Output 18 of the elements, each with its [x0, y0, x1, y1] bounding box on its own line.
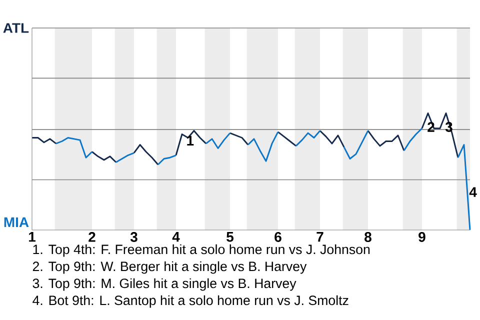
text: 4. Bot 9th: L. Santop hit a solo home run vs J. Smoltz: [32, 295, 348, 308]
text: 3. Top 9th: M. Giles hit a single vs B. Harvey: [32, 278, 296, 291]
x-tick-label: 1: [28, 232, 36, 242]
x-tick-label: 4: [172, 232, 180, 242]
x-tick-label: 9: [418, 232, 426, 242]
text: ATL: [3, 23, 29, 33]
text: 2. Top 9th: W. Berger hit a single vs B. Harvey: [32, 261, 307, 274]
annotation: 2: [428, 122, 434, 132]
annotation: 4: [469, 187, 477, 197]
x-tick-label: 5: [226, 232, 234, 242]
text: 1. Top 4th: F. Freeman hit a solo home run vs J. Johnson: [33, 244, 370, 257]
annotation: 1: [187, 136, 194, 146]
text: MIA: [4, 217, 29, 228]
x-tick-label: 8: [364, 232, 372, 242]
x-tick-label: 3: [130, 232, 138, 242]
x-tick-label: 6: [274, 232, 282, 242]
x-tick-label: 2: [88, 232, 96, 242]
x-tick-label: 7: [316, 232, 324, 242]
